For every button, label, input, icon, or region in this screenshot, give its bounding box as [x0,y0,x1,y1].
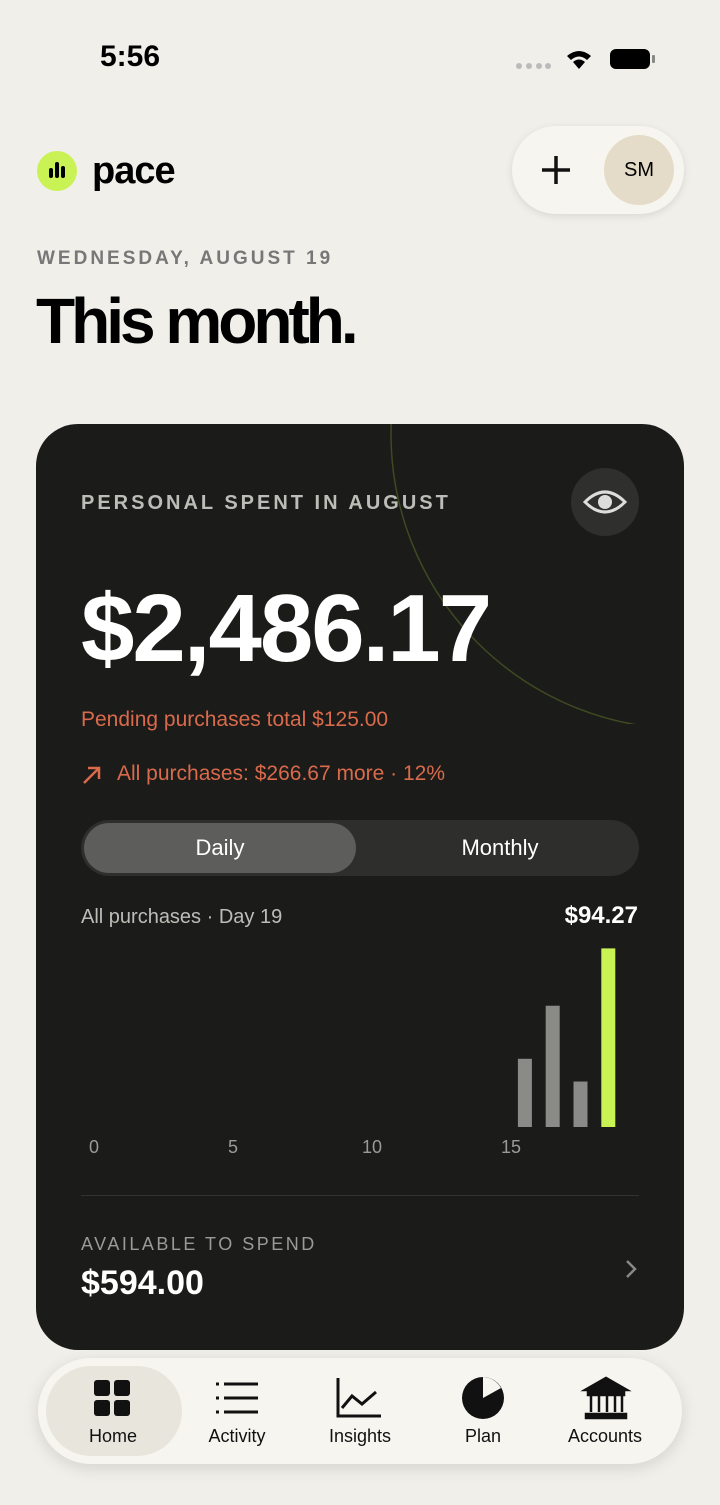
amount: $2,486.17 [81,575,492,682]
period-toggle: Daily Monthly [81,820,639,876]
trend-arrow [83,766,101,784]
action-pill: SM [512,126,684,214]
chevron[interactable] [624,1258,638,1280]
bar [601,948,616,1127]
app-name: pace [92,150,176,192]
tab-bar: Home Activity Insights Plan Accounts [38,1358,682,1464]
tab-label[interactable]: Activity [208,1426,266,1446]
avatar[interactable]: SM [604,135,674,205]
visibility-toggle[interactable] [571,468,639,536]
trend: All purchases: $266.67 more · 12% [117,762,446,785]
logo [37,151,77,191]
tab-label[interactable]: Home [88,1426,137,1446]
toggle-daily[interactable]: Daily [84,823,356,873]
page-title: This month. [36,285,359,357]
add-button[interactable] [540,154,572,186]
spend-card: PERSONAL SPENT IN AUGUST $2,486.17 Pendi… [36,424,684,1350]
x-tick-label: 15 [501,1137,521,1157]
tab-icons [94,1376,632,1420]
tab-label[interactable]: Insights [328,1426,392,1446]
available-label: AVAILABLE TO SPEND [81,1234,317,1254]
bar [545,1005,560,1127]
selected-value: $94.27 [564,902,638,929]
pending: Pending purchases total $125.00 [81,708,389,731]
daily-chart: 0 5 10 15 [89,948,616,1157]
toggle-monthly[interactable]: Monthly [461,835,539,860]
bar [517,1058,532,1127]
time: 5:56 [100,40,161,73]
card-label: PERSONAL SPENT IN AUGUST [81,492,451,514]
available-amount: $594.00 [81,1264,204,1302]
date: WEDNESDAY, AUGUST 19 [37,248,334,269]
status-icons [516,49,655,69]
x-tick-label: 5 [228,1137,238,1157]
bar [573,1081,588,1127]
x-tick-label: 10 [362,1137,382,1157]
tab-label[interactable]: Accounts [567,1426,643,1446]
divider [81,1195,639,1196]
x-tick-label: 0 [89,1137,99,1157]
tab-label[interactable]: Plan [464,1426,502,1446]
chart-subtitle: All purchases · Day 19 [81,906,283,928]
decor [390,424,637,724]
